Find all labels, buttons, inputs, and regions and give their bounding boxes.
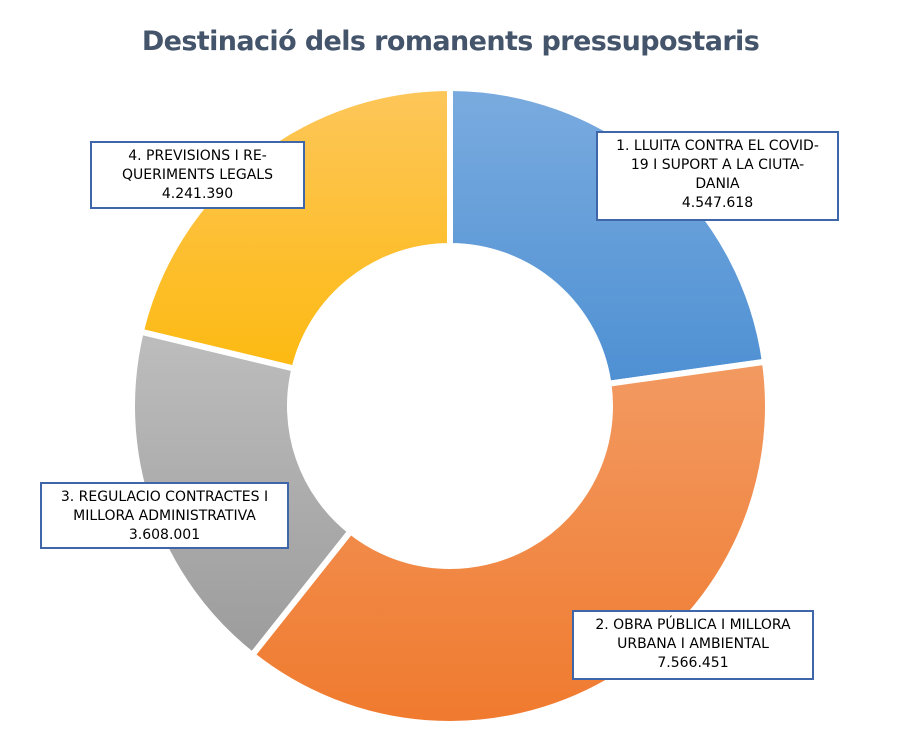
data-label-4-value: 4.241.390 (161, 186, 234, 202)
data-label-2-line-2: URBANA I AMBIENTAL (617, 636, 769, 652)
data-label-3-value: 3.608.001 (128, 527, 201, 543)
data-label-1-line-3: DANIA (695, 176, 740, 192)
data-label-1-line-2: 19 I SUPORT A LA CIUTA- (630, 157, 805, 173)
data-label-2-line-1: 2. OBRA PÚBLICA I MILLORA (595, 617, 791, 633)
data-label-3-line-1: 3. REGULACIO CONTRACTES I (60, 489, 269, 505)
data-label-3-line-2: MILLORA ADMINISTRATIVA (73, 508, 256, 524)
data-label-1-line-1: 1. LLUITA CONTRA EL COVID- (616, 138, 819, 154)
donut-slice-4 (137, 84, 453, 373)
data-label-1: 1. LLUITA CONTRA EL COVID- 19 I SUPORT A … (596, 131, 839, 221)
data-label-2: 2. OBRA PÚBLICA I MILLORA URBANA I AMBIEN… (572, 610, 814, 680)
data-label-4-line-2: QUERIMENTS LEGALS (121, 167, 273, 183)
data-label-4: 4. PREVISIONS I RE- QUERIMENTS LEGALS 4.24… (90, 141, 305, 209)
data-label-2-value: 7.566.451 (657, 655, 729, 671)
donut-slice-1 (447, 84, 769, 388)
data-label-3: 3. REGULACIO CONTRACTES I MILLORA ADMINIS… (40, 482, 289, 549)
data-label-1-value: 4.547.618 (681, 195, 754, 211)
data-label-4-line-1: 4. PREVISIONS I RE- (128, 148, 267, 164)
chart-title: Destinació dels romanents pressupostaris (141, 26, 760, 57)
